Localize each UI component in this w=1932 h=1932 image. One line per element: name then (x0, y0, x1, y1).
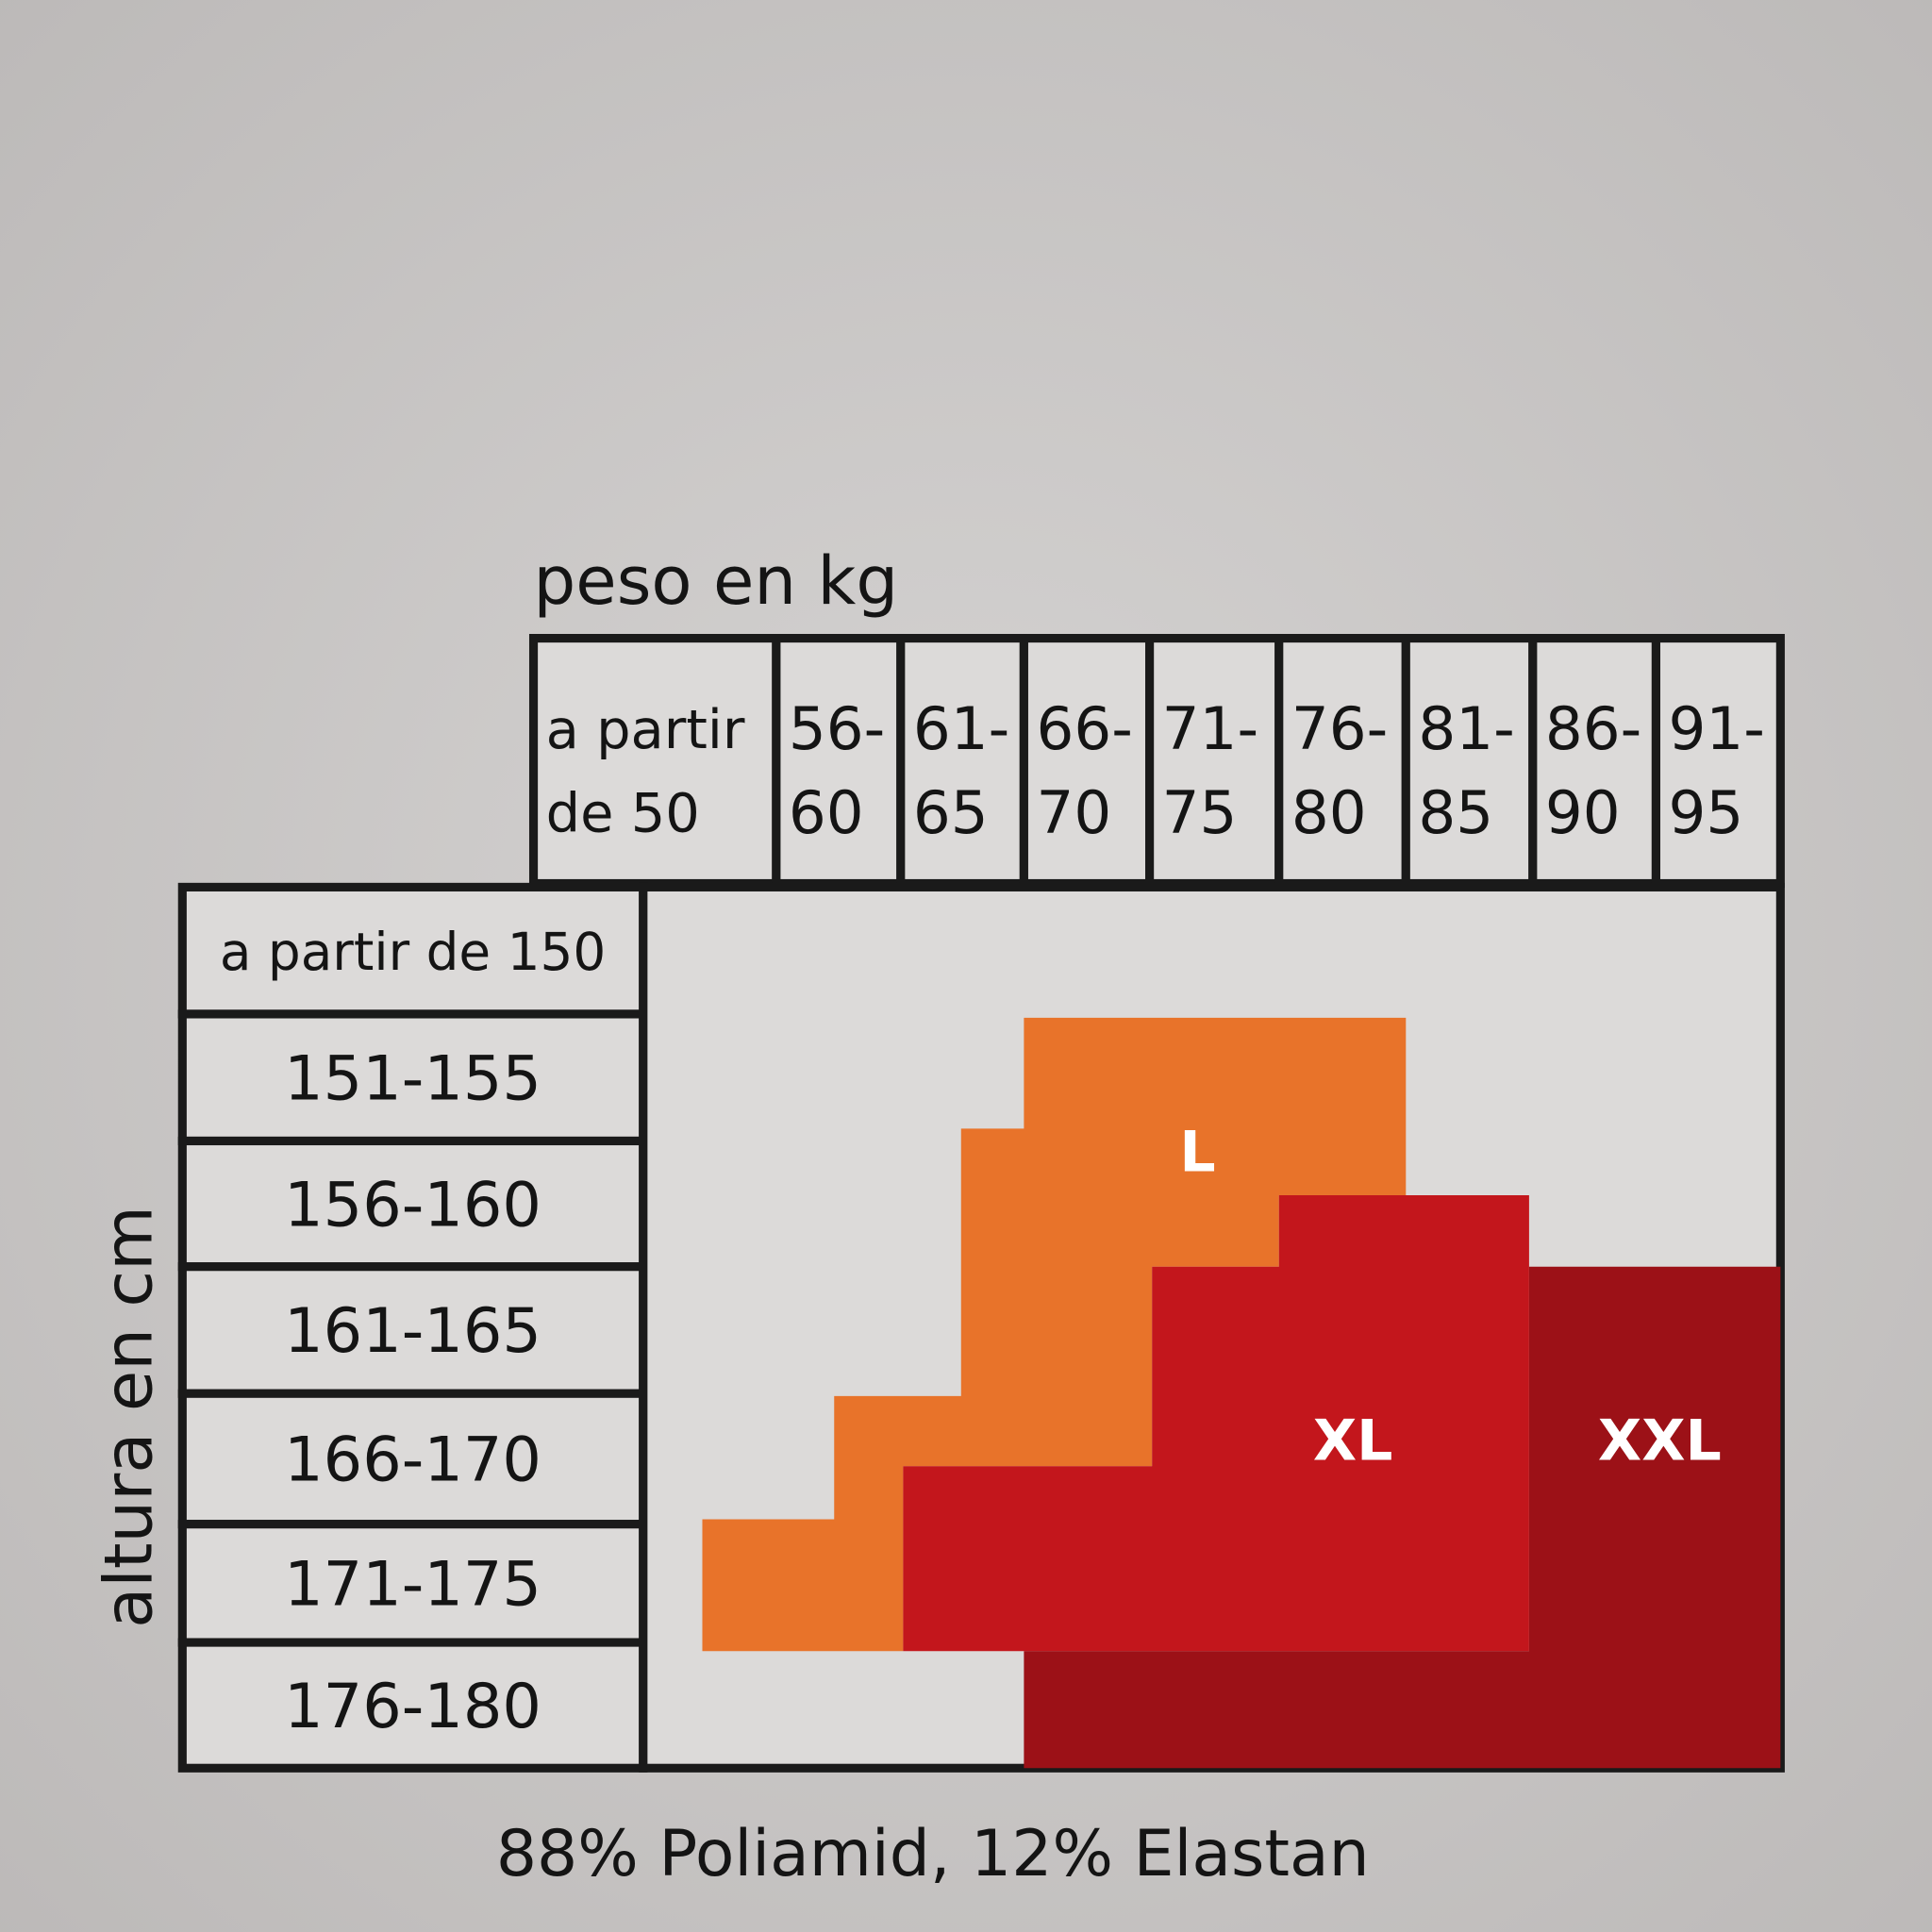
weight-cell-text: 75 (1162, 778, 1238, 847)
height-cell (177, 1136, 648, 1272)
weight-cell (772, 633, 906, 889)
weight-cell-text: 76- (1291, 694, 1388, 763)
weight-cell-text: 61- (913, 694, 1009, 763)
height-cell (177, 1638, 648, 1773)
weight-cell (1651, 633, 1785, 889)
weight-cell (528, 633, 781, 889)
weight-cell-text: 65 (913, 778, 989, 847)
height-header: a partir de 150 151-155 156-160 161-165 166-… (177, 882, 648, 1773)
height-axis-label: altura en cm (91, 1206, 168, 1628)
height-cell-text: 156-160 (284, 1169, 541, 1241)
footer-text: 88% Poliamid, 12% Elastan (496, 1817, 1370, 1891)
height-cell-text: 151-155 (284, 1042, 541, 1114)
height-cell (177, 1389, 648, 1529)
height-cell (177, 882, 648, 1019)
height-cell-text: 161-165 (284, 1295, 541, 1367)
weight-cell-text: 80 (1291, 778, 1367, 847)
weight-cell-text: 91- (1668, 694, 1764, 763)
height-cell-text: 166-170 (284, 1424, 541, 1496)
weight-cell-text: 71- (1162, 694, 1258, 763)
weight-cell-text: 66- (1036, 694, 1132, 763)
weight-cell-text: 90 (1545, 778, 1621, 847)
size-l-area (702, 1017, 1407, 1652)
weight-axis-label: peso en kg (534, 542, 899, 620)
size-xl-area (903, 1194, 1529, 1652)
weight-cell-text: 60 (789, 778, 864, 847)
weight-cell (1528, 633, 1660, 889)
weight-cell-text: a partir (546, 698, 745, 761)
height-cell-text: 176-180 (284, 1671, 541, 1742)
weight-cell-text: de 50 (546, 782, 700, 845)
height-cell-text: a partir de 150 (220, 922, 606, 982)
weight-header: a partir de 50 56- 60 61- 65 66- 70 71- 75 76- 80 81… (528, 633, 1785, 889)
size-label: XL (1313, 1407, 1393, 1474)
size-xxl-area (1024, 1266, 1781, 1769)
weight-cell-text: 56- (789, 694, 885, 763)
weight-cell-text: 85 (1418, 778, 1493, 847)
weight-cell-text: 86- (1545, 694, 1641, 763)
size-label: XXL (1598, 1407, 1722, 1474)
weight-cell-text: 70 (1036, 778, 1111, 847)
size-label: L (1179, 1120, 1215, 1186)
weight-cell-text: 95 (1668, 778, 1743, 847)
height-cell-text: 171-175 (284, 1549, 541, 1621)
weight-cell-text: 81- (1418, 694, 1514, 763)
height-cell (177, 1520, 648, 1647)
weight-cell (896, 633, 1028, 889)
